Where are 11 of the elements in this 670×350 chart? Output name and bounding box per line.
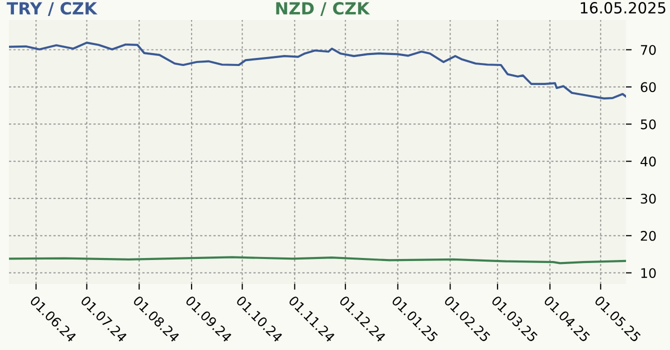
- y-tick-label: 50: [640, 119, 656, 130]
- y-tick-label: 10: [641, 268, 656, 278]
- y-tick-label: 70: [640, 44, 656, 55]
- y-tick-label: 60: [640, 82, 656, 92]
- y-tick-label: 40: [640, 156, 656, 166]
- text: NZD / CZK: [276, 2, 370, 16]
- y-tick-label: 30: [640, 194, 656, 204]
- text: 16.05.2025: [580, 2, 666, 14]
- series-label: TRY / CZK: [6, 2, 98, 16]
- line-series: [9, 42, 626, 100]
- y-tick-label: 20: [640, 230, 656, 241]
